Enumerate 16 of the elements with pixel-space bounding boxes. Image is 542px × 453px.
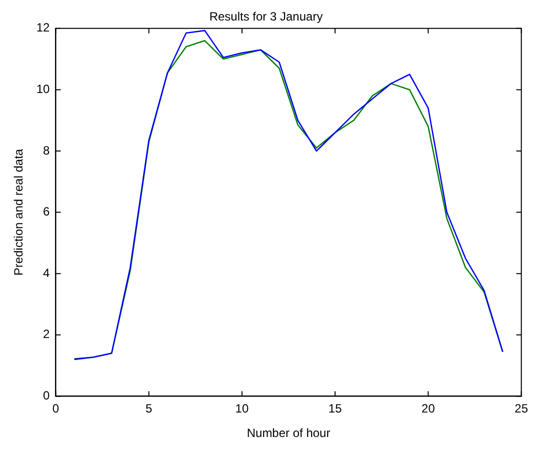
x-tick-label: 15 bbox=[328, 402, 342, 416]
x-tick-label: 25 bbox=[514, 402, 528, 416]
x-tick-label: 5 bbox=[146, 402, 153, 416]
x-tick-label: 10 bbox=[235, 402, 249, 416]
y-axis-title: Prediction and real data bbox=[12, 148, 26, 276]
y-tick-label: 8 bbox=[43, 143, 50, 158]
x-axis-title: Number of hour bbox=[246, 426, 330, 440]
y-tick-label: 4 bbox=[43, 266, 50, 280]
x-tick-label: 0 bbox=[52, 402, 60, 416]
y-tick-label: 0 bbox=[43, 388, 50, 403]
y-tick-label: 10 bbox=[36, 82, 50, 96]
y-tick-label: 12 bbox=[36, 20, 50, 35]
y-tick-label: 6 bbox=[43, 204, 50, 219]
chart-title: Results for 3 January bbox=[209, 10, 323, 24]
x-tick-label: 20 bbox=[422, 402, 436, 416]
y-tick-label: 2 bbox=[43, 327, 50, 342]
